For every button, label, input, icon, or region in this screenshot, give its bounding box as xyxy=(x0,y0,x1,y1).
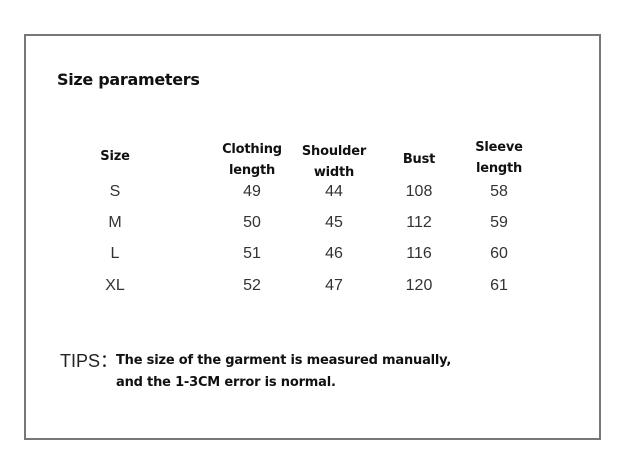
table-cell: 116 xyxy=(406,245,432,262)
tips-text: The size of the garment is measured manu… xyxy=(116,350,451,394)
table-cell: 47 xyxy=(325,277,343,294)
tips-line-2: and the 1-3CM error is normal. xyxy=(116,375,336,390)
column-header: Clothing length xyxy=(222,139,282,181)
table-cell: 46 xyxy=(325,245,343,262)
column-header-line: Size xyxy=(100,149,130,164)
table-cell: 52 xyxy=(243,277,261,294)
column-header-line: length xyxy=(228,163,276,178)
column-header-line: Clothing xyxy=(222,142,282,157)
size-label: L xyxy=(110,245,120,262)
table-cell: 61 xyxy=(490,277,508,294)
column-header-line: Shoulder xyxy=(301,144,367,159)
column-header-line: length xyxy=(475,161,523,176)
size-label: S xyxy=(109,183,121,200)
table-cell: 120 xyxy=(405,277,433,294)
table-cell: 60 xyxy=(490,245,508,262)
size-label: XL xyxy=(105,277,125,294)
table-cell: 44 xyxy=(325,183,343,200)
table-cell: 112 xyxy=(406,214,432,231)
tips-label: TIPS： xyxy=(60,351,119,371)
column-header-line: Sleeve xyxy=(475,140,523,155)
size-chart-frame xyxy=(24,34,601,440)
page-title: Size parameters xyxy=(57,70,200,89)
column-header: Shoulder width xyxy=(302,141,366,183)
table-cell: 108 xyxy=(405,183,433,200)
column-header: Size xyxy=(100,146,130,167)
table-cell: 45 xyxy=(325,214,343,231)
column-header-line: Bust xyxy=(402,152,436,167)
column-header: Bust xyxy=(402,149,436,170)
table-cell: 51 xyxy=(243,245,261,262)
table-cell: 59 xyxy=(490,214,508,231)
tips-line-1: The size of the garment is measured manu… xyxy=(116,353,452,368)
table-cell: 49 xyxy=(243,183,261,200)
column-header-line: width xyxy=(313,165,355,180)
table-cell: 58 xyxy=(490,183,508,200)
table-cell: 50 xyxy=(243,214,261,231)
size-label: M xyxy=(108,214,122,231)
column-header: Sleeve length xyxy=(475,137,523,179)
